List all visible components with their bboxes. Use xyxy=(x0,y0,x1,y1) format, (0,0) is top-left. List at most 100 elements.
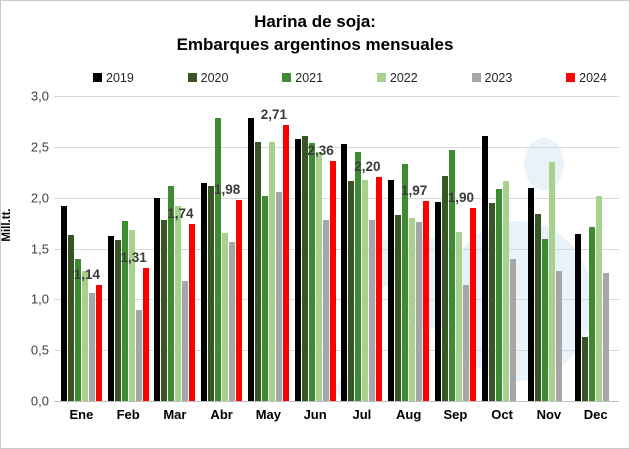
legend-marker-2019 xyxy=(93,73,102,82)
y-tick-label: 1,0 xyxy=(30,291,49,307)
bar-2019-may xyxy=(247,118,254,401)
gridline xyxy=(54,96,619,97)
bar-2021-aug xyxy=(402,164,409,401)
data-label-2024-aug: 1,97 xyxy=(400,182,428,198)
bar-2024-feb xyxy=(142,267,149,401)
bar-2024-mar xyxy=(189,224,196,401)
gridline xyxy=(54,146,619,148)
bar-2022-mar xyxy=(175,205,182,401)
y-tick-label: 3,0 xyxy=(30,88,49,104)
bar-2020-aug xyxy=(395,214,402,401)
legend-label-2020: 2020 xyxy=(200,70,229,85)
bar-2022-ene xyxy=(81,270,88,401)
bar-2022-sep xyxy=(455,232,462,401)
x-tick-label-may: May xyxy=(255,407,282,422)
data-label-2024-abr: 1,98 xyxy=(213,181,241,197)
bar-2021-dec xyxy=(589,227,596,401)
bar-2022-nov xyxy=(549,162,556,401)
legend-item-2020: 2020 xyxy=(187,70,229,85)
bar-2021-oct xyxy=(495,188,502,401)
legend-item-2021: 2021 xyxy=(282,71,323,85)
x-tick-label-nov: Nov xyxy=(536,407,562,422)
bar-2022-jun xyxy=(315,151,322,401)
x-tick-label-abr: Abr xyxy=(210,407,233,422)
legend-marker-2020 xyxy=(187,73,197,82)
gridline xyxy=(54,299,619,301)
x-tick-label-jun: Jun xyxy=(303,407,327,422)
bar-2023-jul xyxy=(369,220,376,401)
bar-2022-feb xyxy=(128,230,135,401)
bar-2023-feb xyxy=(135,309,142,401)
bar-2023-abr xyxy=(229,242,236,401)
bar-2020-oct xyxy=(488,202,495,401)
x-tick-label-dec: Dec xyxy=(583,407,608,422)
data-label-2024-feb: 1,31 xyxy=(120,249,147,265)
bar-2019-aug xyxy=(388,180,395,401)
legend: 2019 2020 2021 2022 2023 2024 xyxy=(93,70,607,85)
bar-2023-ene xyxy=(88,293,95,401)
chart-title: Harina de soja: Embarques argentinos men… xyxy=(1,10,629,56)
data-label-2024-sep: 1,90 xyxy=(447,189,475,205)
bar-2020-mar xyxy=(161,220,168,401)
data-label-2024-may: 2,71 xyxy=(260,107,288,123)
legend-item-2019: 2019 xyxy=(93,71,134,85)
legend-item-2022: 2022 xyxy=(376,70,418,85)
y-tick-label: 1,5 xyxy=(30,241,49,256)
bar-2019-oct xyxy=(481,135,488,401)
legend-marker-2023 xyxy=(471,73,481,82)
gridline xyxy=(54,248,619,250)
y-tick-label: 0,0 xyxy=(30,393,49,409)
bar-2023-oct xyxy=(509,258,516,401)
y-tick-label: 0,5 xyxy=(30,342,49,358)
bar-2022-jul xyxy=(362,180,369,401)
bar-2019-mar xyxy=(154,197,161,401)
data-label-2024-ene: 1,14 xyxy=(73,267,101,283)
bar-2020-ene xyxy=(67,235,74,401)
bar-2019-abr xyxy=(201,183,208,401)
x-tick-label-feb: Feb xyxy=(116,407,140,422)
legend-item-2024: 2024 xyxy=(566,71,607,85)
x-axis-line xyxy=(54,401,619,402)
bar-2019-jun xyxy=(294,138,301,401)
bar-2023-sep xyxy=(462,285,469,401)
bar-2023-may xyxy=(275,191,282,401)
bar-2020-sep xyxy=(441,176,448,401)
y-tick-label: 2,5 xyxy=(30,139,49,155)
x-tick-label-ene: Ene xyxy=(69,407,94,422)
bar-2023-mar xyxy=(182,281,189,401)
bar-2019-sep xyxy=(434,201,441,401)
bar-2023-nov xyxy=(556,270,563,401)
bar-2020-nov xyxy=(535,213,542,401)
bar-2019-feb xyxy=(107,236,114,401)
data-label-2024-jul: 2,20 xyxy=(354,159,381,175)
bar-2019-ene xyxy=(60,205,67,401)
bar-2021-ene xyxy=(74,258,81,401)
bar-2022-aug xyxy=(409,218,416,401)
bar-2022-oct xyxy=(502,181,509,401)
x-tick-label-mar: Mar xyxy=(163,407,187,422)
x-tick-label-oct: Oct xyxy=(491,407,513,422)
chart-title-line2: Embarques argentinos mensuales xyxy=(176,35,454,54)
bar-2020-dec xyxy=(582,336,589,401)
data-label-2024-mar: 1,74 xyxy=(167,206,194,222)
x-tick-label-jul: Jul xyxy=(352,407,372,422)
data-label-2024-jun: 2,36 xyxy=(307,143,334,159)
bar-2022-abr xyxy=(222,233,229,401)
x-tick-label-aug: Aug xyxy=(395,407,422,422)
bar-2019-nov xyxy=(528,187,535,401)
bar-2020-feb xyxy=(114,240,121,401)
legend-marker-2022 xyxy=(376,73,386,82)
bar-2021-sep xyxy=(448,149,455,401)
bar-2021-jul xyxy=(355,151,362,401)
legend-marker-2024 xyxy=(566,73,576,82)
bar-2020-abr xyxy=(208,186,215,401)
legend-item-2023: 2023 xyxy=(471,71,512,85)
bar-2019-jul xyxy=(341,143,348,401)
y-tick-label: 2,0 xyxy=(30,190,49,206)
bar-2020-may xyxy=(254,141,261,401)
chart-title-line1: Harina de soja: xyxy=(254,12,376,31)
legend-label-2022: 2022 xyxy=(389,70,418,85)
bar-2023-jun xyxy=(322,220,329,401)
